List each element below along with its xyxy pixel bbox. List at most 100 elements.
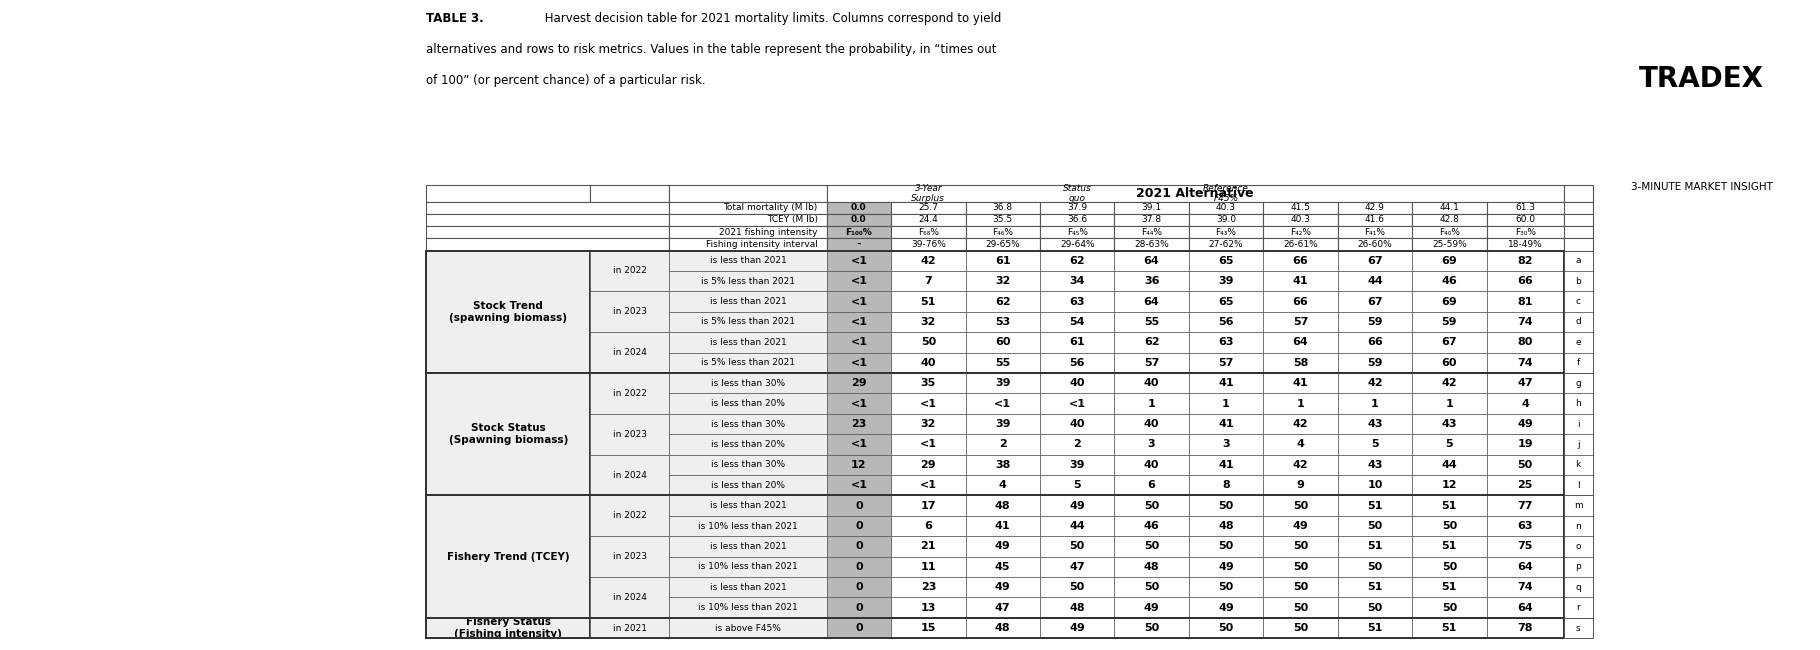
Text: 4: 4	[1296, 439, 1305, 449]
Text: is less than 20%: is less than 20%	[712, 399, 784, 408]
Text: in 2022: in 2022	[613, 266, 646, 276]
Text: 64: 64	[1143, 296, 1159, 307]
Text: Stock Trend
(spawning biomass): Stock Trend (spawning biomass)	[450, 301, 568, 322]
Text: Harvest decision table for 2021 mortality limits. Columns correspond to yield: Harvest decision table for 2021 mortalit…	[541, 12, 1001, 25]
Text: 2: 2	[999, 439, 1006, 449]
Text: 36.6: 36.6	[1067, 215, 1087, 224]
Text: 0: 0	[855, 562, 863, 572]
Text: 62: 62	[1143, 337, 1159, 347]
Text: 44: 44	[1441, 460, 1458, 470]
Text: 39: 39	[996, 378, 1010, 388]
Text: 27-62%: 27-62%	[1208, 240, 1243, 249]
Text: 66: 66	[1518, 276, 1532, 286]
Text: is less than 2021: is less than 2021	[710, 583, 786, 592]
Text: is less than 30%: is less than 30%	[712, 379, 784, 387]
Text: is 10% less than 2021: is 10% less than 2021	[699, 562, 797, 571]
Text: 57: 57	[1218, 358, 1234, 368]
Text: 50: 50	[1145, 623, 1159, 633]
Text: 46: 46	[1441, 276, 1458, 286]
Text: TCEY (M lb): TCEY (M lb)	[766, 215, 817, 224]
Text: s: s	[1576, 623, 1580, 632]
Text: F₄₃%: F₄₃%	[1216, 227, 1236, 237]
Text: 50: 50	[1218, 623, 1234, 633]
Text: 41: 41	[1218, 419, 1234, 429]
Text: 49: 49	[1292, 521, 1309, 531]
Text: 40: 40	[1070, 419, 1085, 429]
Text: <1: <1	[850, 398, 868, 409]
Text: 48: 48	[1143, 562, 1159, 572]
Text: 1: 1	[1296, 398, 1305, 409]
Text: 41.6: 41.6	[1365, 215, 1385, 224]
Text: 43: 43	[1367, 460, 1383, 470]
Text: 43: 43	[1367, 419, 1383, 429]
Text: 51: 51	[1441, 541, 1458, 551]
Text: <1: <1	[850, 255, 868, 266]
Text: 32: 32	[996, 276, 1010, 286]
Text: F₄₂%: F₄₂%	[1290, 227, 1310, 237]
Text: 67: 67	[1441, 337, 1458, 347]
Text: 40.3: 40.3	[1216, 203, 1236, 212]
Text: is 5% less than 2021: is 5% less than 2021	[701, 358, 795, 367]
Text: 37.9: 37.9	[1067, 203, 1087, 212]
Text: 0.0: 0.0	[852, 203, 866, 212]
Text: <1: <1	[850, 358, 868, 368]
Text: Status
quo: Status quo	[1063, 184, 1092, 203]
Text: a: a	[1576, 256, 1582, 265]
Text: Fishery Status
(Fishing intensity): Fishery Status (Fishing intensity)	[455, 618, 562, 639]
Text: 75: 75	[1518, 541, 1532, 551]
Text: 41.5: 41.5	[1290, 203, 1310, 212]
Text: 49: 49	[996, 582, 1010, 592]
Text: 49: 49	[1070, 500, 1085, 511]
Text: 55: 55	[1145, 317, 1159, 327]
Text: 50: 50	[1070, 582, 1085, 592]
Text: 32: 32	[921, 419, 935, 429]
Text: 48: 48	[1218, 521, 1234, 531]
Text: 56: 56	[1218, 317, 1234, 327]
Text: 26-60%: 26-60%	[1358, 240, 1392, 249]
Text: F₆₈%: F₆₈%	[917, 227, 939, 237]
Text: 2021 Alternative: 2021 Alternative	[1136, 187, 1254, 200]
Text: 42.9: 42.9	[1365, 203, 1385, 212]
Text: 55: 55	[996, 358, 1010, 368]
Text: 42: 42	[921, 255, 935, 266]
Text: 69: 69	[1441, 296, 1458, 307]
Text: 3-Year
Surplus: 3-Year Surplus	[912, 184, 945, 203]
Text: F₁₀₀%: F₁₀₀%	[846, 227, 872, 237]
Text: 41: 41	[1292, 276, 1309, 286]
Text: 49: 49	[1218, 562, 1234, 572]
Text: 50: 50	[1518, 460, 1532, 470]
Text: 67: 67	[1367, 255, 1383, 266]
Text: <1: <1	[850, 296, 868, 307]
Text: 39.1: 39.1	[1141, 203, 1161, 212]
Text: 64: 64	[1292, 337, 1309, 347]
Text: 51: 51	[1367, 582, 1383, 592]
Text: 50: 50	[1145, 541, 1159, 551]
Text: 48: 48	[1070, 603, 1085, 613]
Text: 49: 49	[1143, 603, 1159, 613]
Text: 46: 46	[1143, 521, 1159, 531]
Text: is 10% less than 2021: is 10% less than 2021	[699, 603, 797, 612]
Text: 60: 60	[996, 337, 1010, 347]
Text: 58: 58	[1292, 358, 1309, 368]
Text: 61: 61	[1070, 337, 1085, 347]
Text: 69: 69	[1441, 255, 1458, 266]
Text: o: o	[1576, 542, 1582, 551]
Text: 42: 42	[1367, 378, 1383, 388]
Text: 62: 62	[996, 296, 1010, 307]
Text: is 10% less than 2021: is 10% less than 2021	[699, 521, 797, 530]
Text: 40.3: 40.3	[1290, 215, 1310, 224]
Text: F₄₄%: F₄₄%	[1141, 227, 1163, 237]
Text: 50: 50	[1367, 562, 1383, 572]
Text: Total mortality (M lb): Total mortality (M lb)	[723, 203, 817, 212]
Text: 50: 50	[1292, 562, 1309, 572]
Text: is less than 30%: is less than 30%	[712, 460, 784, 469]
Text: q: q	[1576, 583, 1582, 592]
Text: j: j	[1576, 440, 1580, 449]
Text: 50: 50	[1367, 521, 1383, 531]
Text: 38: 38	[996, 460, 1010, 470]
Text: is less than 20%: is less than 20%	[712, 440, 784, 449]
Text: 61: 61	[996, 255, 1010, 266]
Text: 50: 50	[1367, 603, 1383, 613]
Text: 64: 64	[1518, 603, 1532, 613]
Text: is less than 2021: is less than 2021	[710, 256, 786, 265]
